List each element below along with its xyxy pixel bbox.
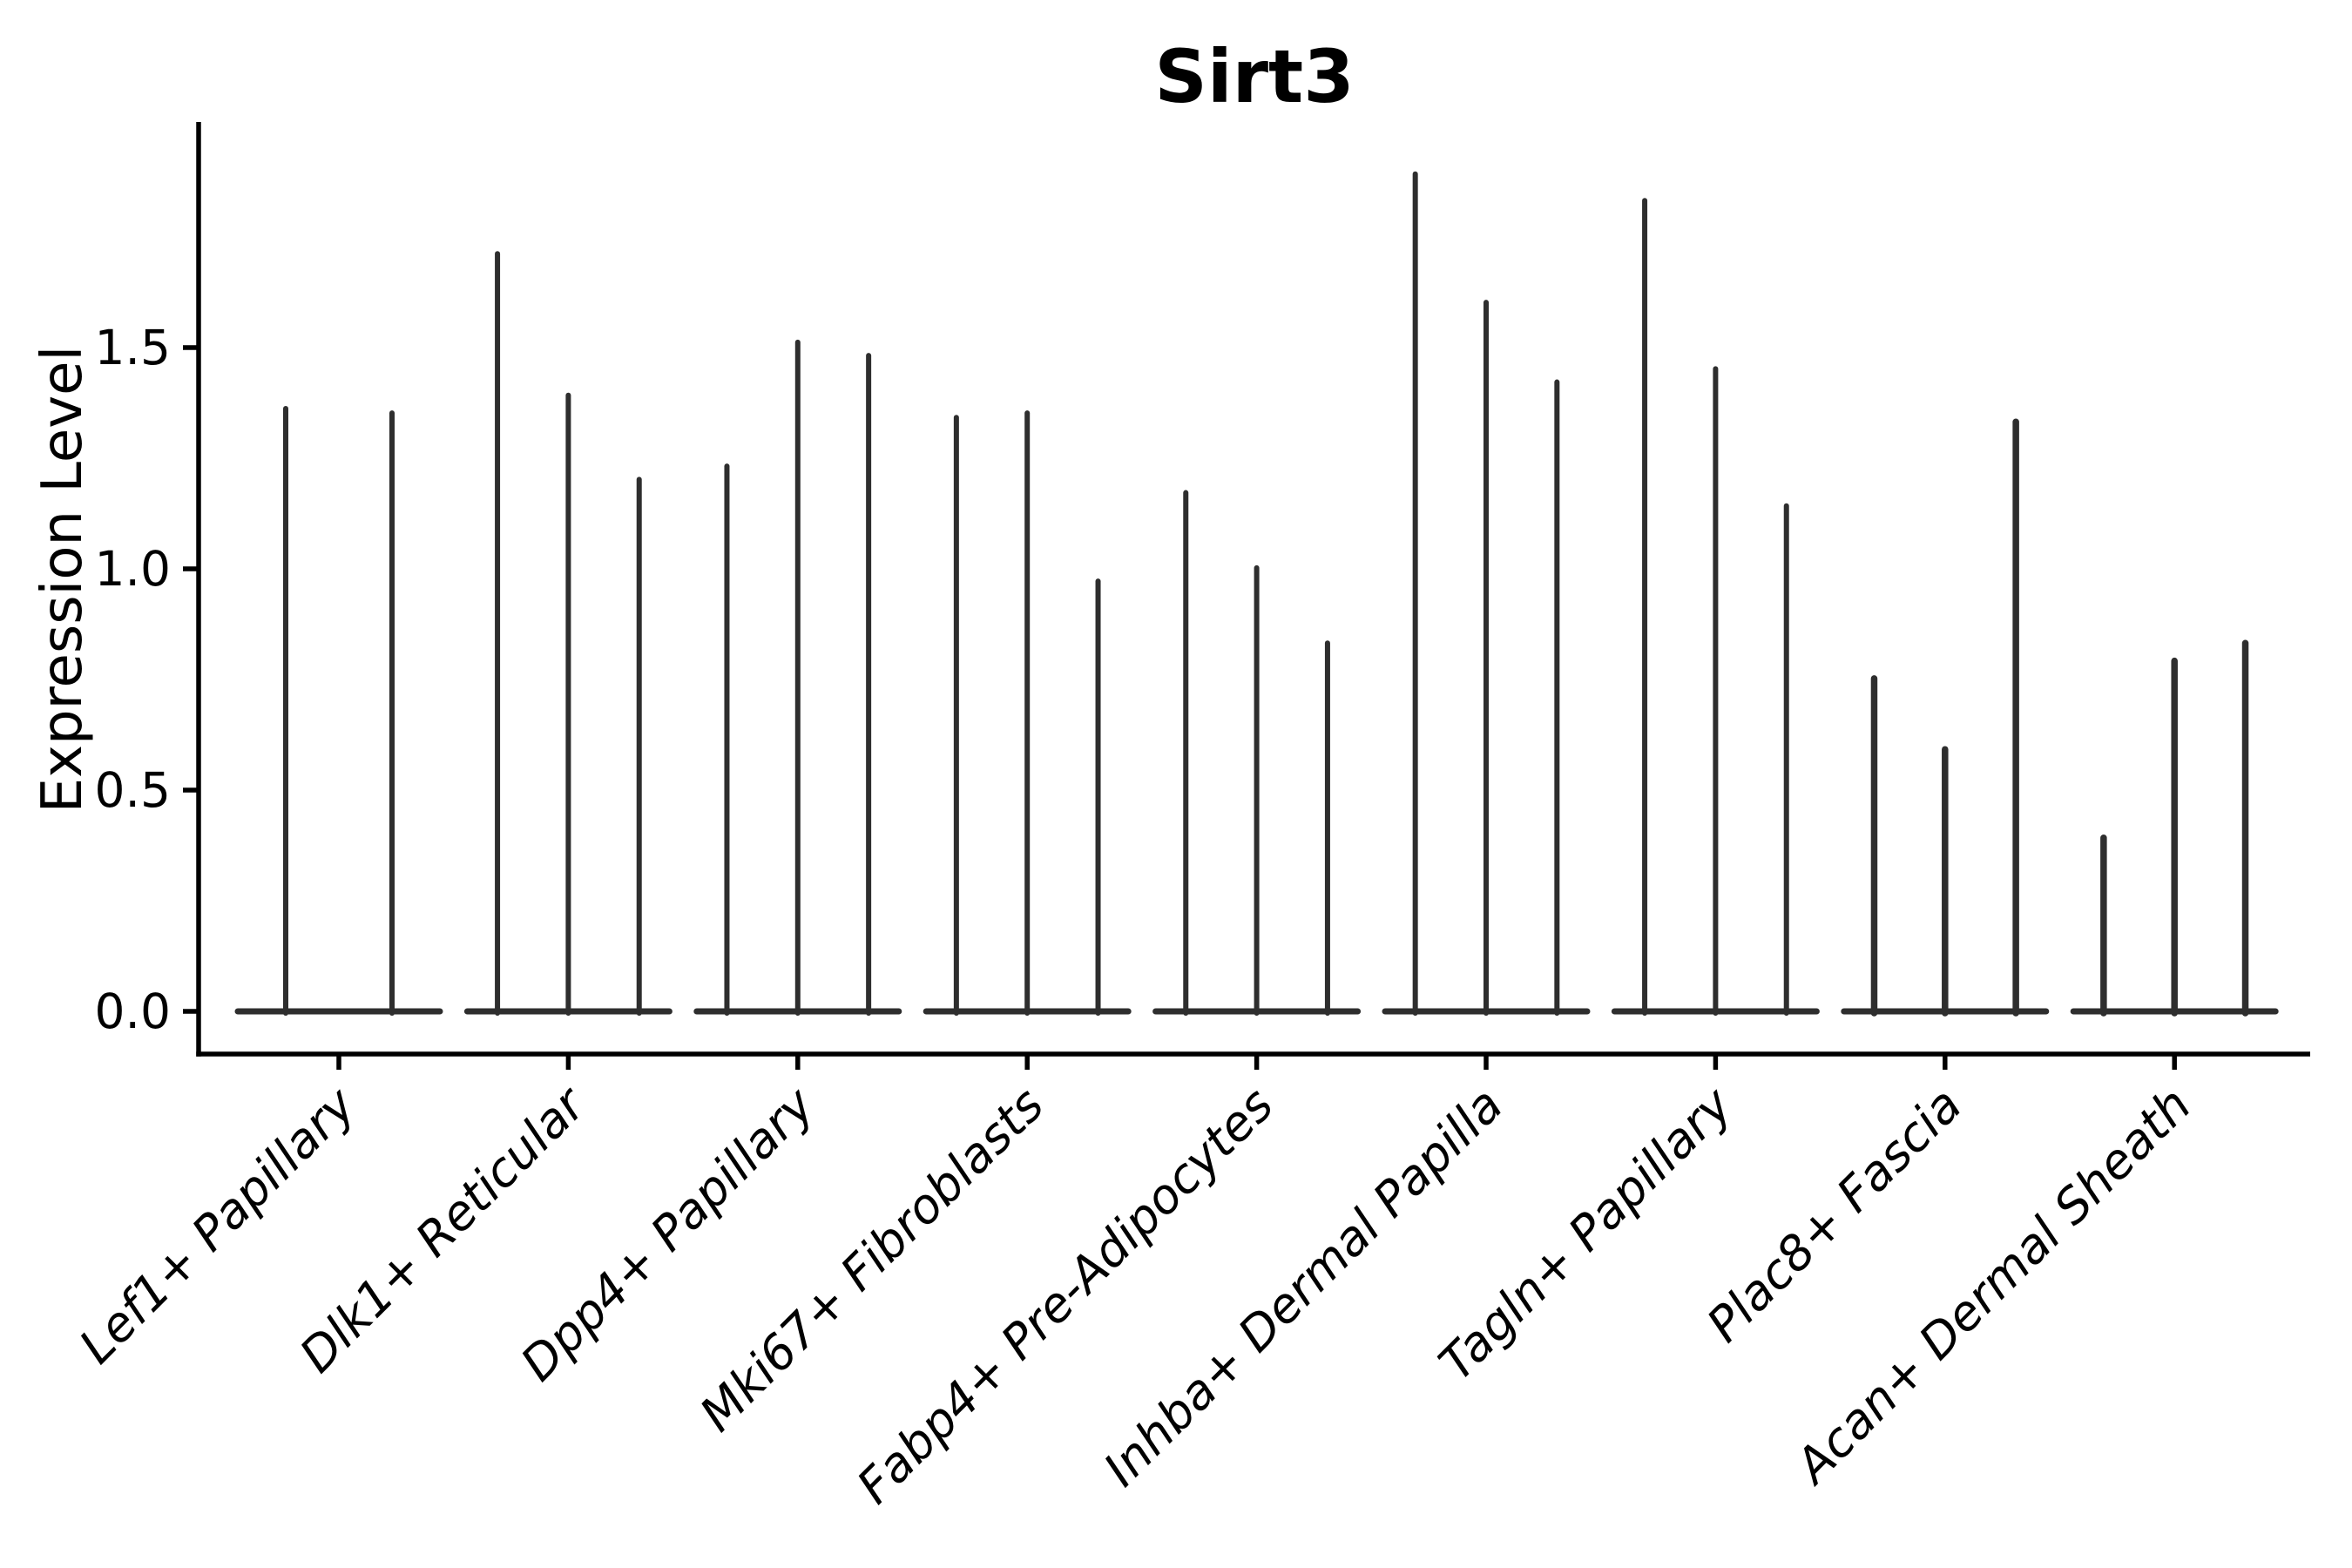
chart-title: Sirt3 bbox=[1154, 34, 1355, 119]
violin-group bbox=[1382, 171, 1591, 1016]
y-tick-label: 0.0 bbox=[95, 983, 171, 1039]
violin-group bbox=[1841, 418, 2050, 1017]
violin-group bbox=[1611, 198, 1820, 1016]
violin-group bbox=[1152, 490, 1362, 1016]
x-tick-label: Fabp4+ Pre-Adipocytes bbox=[846, 1077, 1283, 1514]
violin-group bbox=[693, 339, 902, 1016]
y-tick-label: 1.0 bbox=[95, 541, 171, 597]
y-tick-label: 1.5 bbox=[95, 320, 171, 375]
violin-group bbox=[234, 406, 443, 1016]
violin-group bbox=[923, 410, 1132, 1016]
violin-group bbox=[463, 251, 672, 1016]
violin-group bbox=[2070, 639, 2279, 1017]
y-tick-label: 0.5 bbox=[95, 762, 171, 818]
x-tick-label: Acan+ Dermal Sheath bbox=[1783, 1077, 2202, 1496]
x-tick-label: Inhba+ Dermal Papilla bbox=[1093, 1077, 1513, 1497]
